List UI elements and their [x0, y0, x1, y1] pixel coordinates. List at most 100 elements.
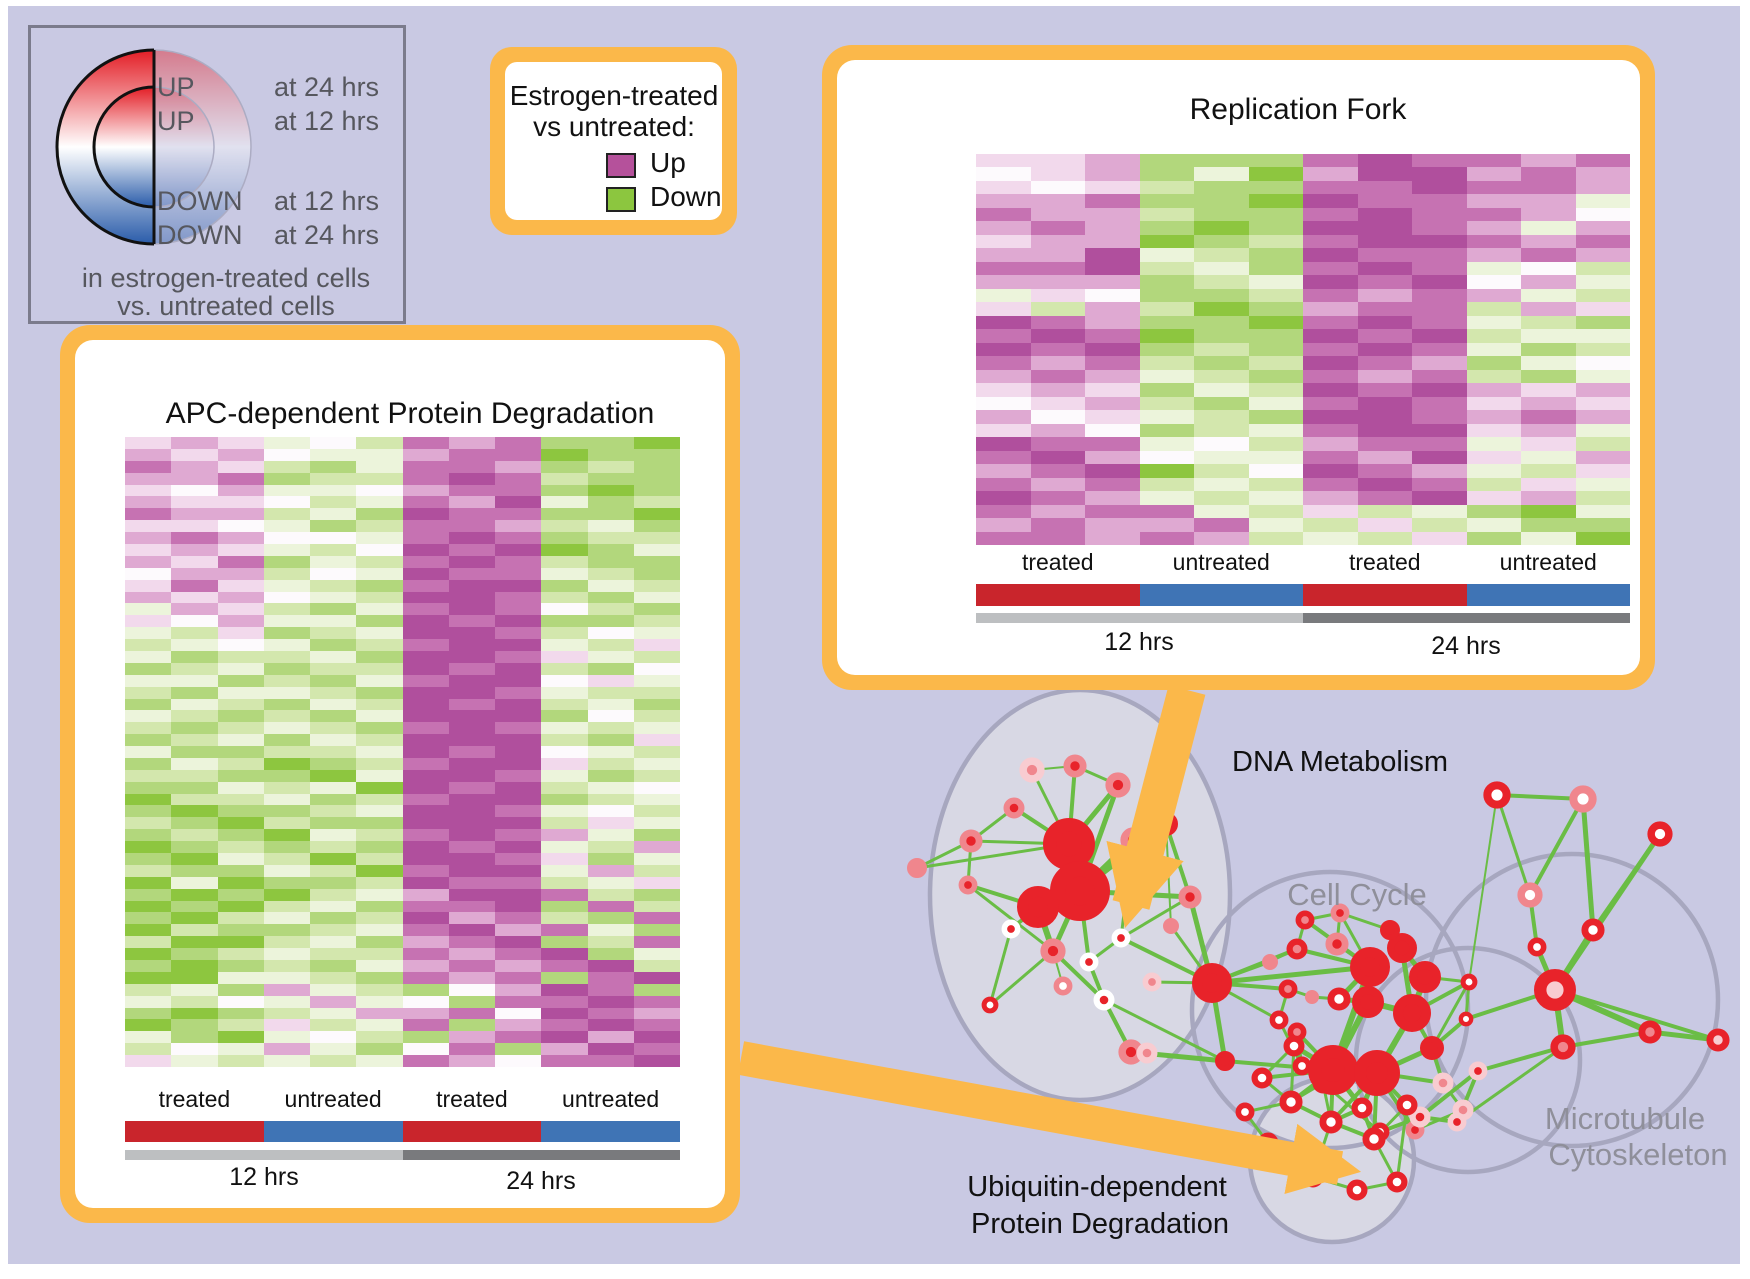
heatmap-cell — [1412, 410, 1467, 424]
heatmap-cell — [1030, 302, 1085, 316]
heatmap-cell — [633, 1043, 680, 1056]
heatmap-cell — [1575, 396, 1630, 411]
heatmap-cell — [1357, 342, 1412, 357]
network-node — [1638, 1020, 1662, 1044]
heatmap-cell — [356, 912, 403, 925]
heatmap-cell — [1412, 167, 1467, 181]
heatmap-cell — [125, 1055, 172, 1067]
heatmap-cell — [1575, 369, 1630, 384]
heatmap-cell — [633, 567, 680, 580]
heatmap-cell — [310, 579, 357, 592]
heatmap-cell — [310, 615, 357, 628]
heatmap-cell — [541, 437, 588, 449]
heatmap-cell — [402, 472, 449, 485]
network-node — [981, 996, 999, 1014]
heatmap-cell — [495, 627, 542, 640]
network-edge — [989, 949, 1054, 1007]
heatmap-cell — [1521, 221, 1576, 235]
heatmap-cell — [541, 662, 588, 675]
heatmap-cell — [310, 567, 357, 580]
heatmap-cell — [976, 261, 1031, 276]
heatmap-cell — [1521, 396, 1576, 411]
heatmap-cell — [976, 275, 1031, 289]
heatmap-cell — [217, 650, 264, 663]
heatmap-cell — [1575, 248, 1630, 262]
heatmap-cell — [1575, 302, 1630, 316]
heatmap-cell — [541, 853, 588, 865]
heatmap-cell — [1194, 410, 1249, 424]
heatmap-cell — [495, 1055, 542, 1067]
heatmap-cell — [587, 686, 634, 699]
heatmap-cell — [448, 1043, 495, 1056]
heatmap-cell — [263, 520, 310, 533]
heatmap-cell — [1303, 194, 1358, 208]
heatmap-cell — [976, 383, 1031, 397]
heatmap-cell — [1303, 356, 1358, 370]
heatmap-cell — [976, 464, 1031, 478]
heatmap-cell — [1357, 288, 1412, 303]
heatmap-cell — [1466, 383, 1521, 397]
heatmap-cell — [1466, 423, 1521, 438]
heatmap-cell — [1139, 356, 1194, 370]
heatmap-cell — [171, 734, 218, 747]
heatmap-cell — [1412, 275, 1467, 289]
network-node — [1235, 1102, 1255, 1122]
heatmap-cell — [495, 591, 542, 604]
heatmap-cell — [402, 960, 449, 972]
heatmap-cell — [1303, 302, 1358, 316]
heatmap-cell — [1575, 288, 1630, 303]
ring-caption-line2: vs. untreated cells — [117, 291, 335, 321]
heatmap-cell — [633, 971, 680, 984]
network-edge — [1528, 798, 1585, 896]
heatmap-cell — [448, 448, 495, 461]
heatmap-cell — [1139, 396, 1194, 411]
heatmap-cell — [125, 686, 172, 699]
heatmap-cell — [125, 543, 172, 556]
network-node — [1261, 954, 1278, 971]
heatmap-cell — [448, 555, 495, 568]
heatmap-cell — [1521, 383, 1576, 397]
heatmap-cell — [1248, 342, 1303, 357]
heatmap-cell — [587, 460, 634, 473]
heatmap-cell — [448, 627, 495, 640]
heatmap-cell — [125, 674, 172, 687]
untreated-color-bar — [541, 1121, 680, 1142]
network-label: Protein Degradation — [971, 1208, 1229, 1240]
heatmap-cell — [587, 817, 634, 830]
heatmap-cell — [1466, 329, 1521, 343]
heatmap-cell — [171, 460, 218, 473]
heatmap-cell — [1303, 518, 1358, 532]
condition-group-label: treated — [1021, 549, 1094, 575]
heatmap-cell — [633, 591, 680, 604]
heatmap-cell — [263, 543, 310, 556]
heatmap-cell — [495, 924, 542, 937]
heatmap-cell — [1194, 167, 1249, 181]
heatmap-cell — [1521, 369, 1576, 384]
heatmap-cell — [263, 627, 310, 640]
network-node — [1319, 1110, 1343, 1134]
network-node — [1352, 985, 1385, 1018]
heatmap-cell — [1357, 464, 1412, 478]
heatmap-cell — [263, 555, 310, 568]
heatmap-cell — [1248, 383, 1303, 397]
heatmap-cell — [495, 710, 542, 723]
heatmap-cell — [1248, 167, 1303, 181]
heatmap-cell — [448, 1019, 495, 1032]
heatmap-cell — [356, 448, 403, 461]
heatmap-cell — [587, 876, 634, 889]
heatmap-cell — [263, 841, 310, 854]
heatmap-cell — [171, 1043, 218, 1056]
heatmap-cell — [541, 995, 588, 1008]
heatmap-cell — [448, 888, 495, 901]
ring-down-inner-time: at 12 hrs — [274, 186, 380, 216]
heatmap-cell — [356, 650, 403, 663]
network-node — [1396, 1094, 1418, 1116]
heatmap-cell — [1139, 288, 1194, 303]
network-edge — [1456, 1045, 1564, 1124]
heatmap-cell — [1303, 261, 1358, 276]
time-group-label: 24 hrs — [1431, 632, 1501, 660]
heatmap-cell — [171, 1007, 218, 1020]
heatmap-cell — [1357, 518, 1412, 532]
heatmap-cell — [217, 781, 264, 794]
